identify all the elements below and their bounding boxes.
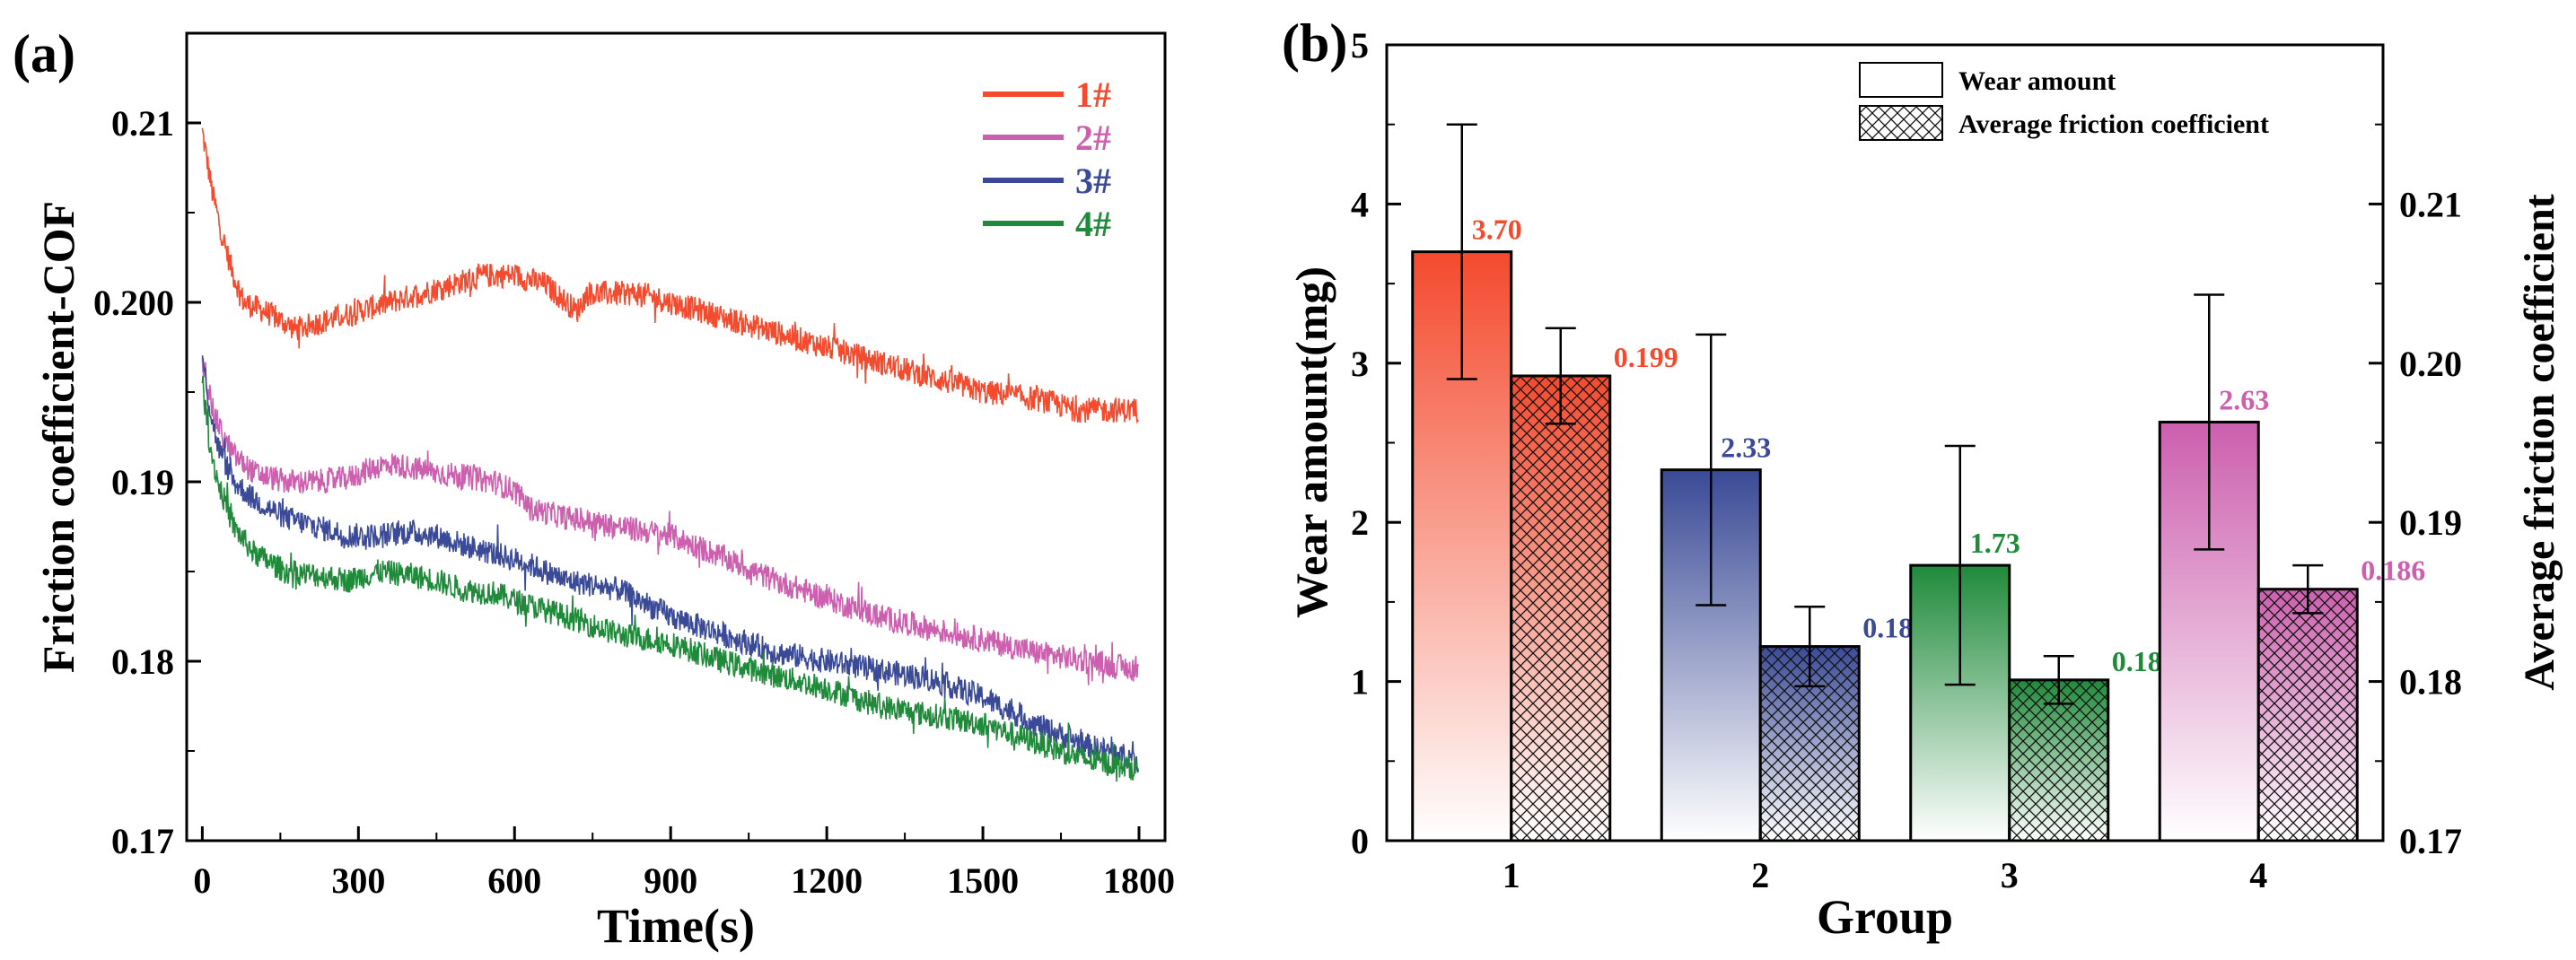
y-tick-label: 0.19 [111, 462, 174, 502]
legend-label-2: 2# [1075, 118, 1111, 158]
x-tick-label: 4 [2249, 855, 2267, 895]
x-tick-label: 3 [2001, 855, 2019, 895]
x-tick-label: 1 [1503, 855, 1520, 895]
data-label-friction-group-1: 0.199 [1614, 341, 1678, 373]
panel-b-left-y-axis-label: Wear amount(mg) [1286, 266, 1336, 618]
x-tick-label: 2 [1751, 855, 1769, 895]
panel-a-y-axis-label: Friction coefficient-COF [33, 201, 83, 673]
series-line-4 [201, 375, 1139, 782]
bar-friction-group-1 [1510, 374, 1612, 842]
error-bar-wear-group-1 [1446, 123, 1477, 380]
data-label-wear-group-4: 2.63 [2219, 383, 2269, 415]
panel-a-legend: 1#2#3#4# [983, 74, 1111, 244]
panel-a-series [201, 127, 1140, 782]
series-line-1 [201, 127, 1139, 424]
x-tick-label: 300 [331, 860, 385, 901]
error-bar-friction-group-1 [1545, 327, 1576, 425]
x-tick-label: 0 [193, 860, 211, 901]
left-y-tick-label: 0 [1351, 821, 1369, 861]
series-line-2 [201, 357, 1140, 685]
panel-b-x-axis-label: Group [1817, 890, 1953, 944]
legend-label-1: 1# [1075, 74, 1111, 115]
bar-friction-group-3 [2008, 678, 2110, 842]
error-bar-wear-group-3 [1944, 444, 1976, 686]
legend-swatch-average-friction [1859, 105, 1943, 141]
y-tick-label: 0.17 [111, 821, 174, 861]
panel-b-axes: 1 2 3 4 0 1 2 3 4 5 0.17 0.18 0.19 0.20 0.21 [1351, 25, 2462, 895]
legend-label-4: 4# [1075, 204, 1111, 244]
panel-a-line-chart: 0 300 600 900 1200 1500 1800 0.17 0.18 0.19 0.200 0… [33, 31, 1175, 953]
right-y-tick-label: 0.19 [2399, 502, 2462, 543]
data-label-wear-group-1: 3.70 [1472, 214, 1522, 246]
left-y-tick-label: 1 [1351, 662, 1369, 703]
data-label-wear-group-3: 1.73 [1970, 527, 2020, 559]
panel-label-b: (b) [1282, 13, 1347, 73]
error-bar-friction-group-2 [1794, 605, 1826, 688]
panel-label-a: (a) [13, 24, 75, 83]
error-bar-wear-group-2 [1695, 333, 1727, 607]
x-tick-label: 1800 [1103, 860, 1175, 901]
right-y-tick-label: 0.20 [2399, 344, 2462, 384]
legend-label-3: 3# [1075, 161, 1111, 201]
left-y-tick-label: 2 [1351, 502, 1369, 543]
error-bar-friction-group-3 [2043, 654, 2074, 705]
panel-b-legend: Wear amount Average friction coefficient [1859, 62, 2269, 141]
right-y-tick-label: 0.18 [2399, 662, 2462, 703]
error-bar-wear-group-4 [2194, 293, 2225, 551]
data-label-friction-group-4: 0.186 [2361, 554, 2425, 587]
x-tick-label: 1500 [947, 860, 1019, 901]
legend-swatch-wear-amount [1859, 62, 1943, 98]
y-tick-label: 0.21 [111, 103, 174, 144]
right-y-tick-label: 0.21 [2399, 184, 2462, 224]
panel-b-right-y-axis-label: Average friction coefficient [2516, 194, 2563, 691]
x-tick-label: 900 [644, 860, 697, 901]
x-tick-label: 600 [487, 860, 541, 901]
left-y-tick-label: 5 [1351, 25, 1369, 65]
y-tick-label: 0.18 [111, 641, 174, 682]
panel-a-plot-frame [185, 31, 1167, 842]
legend-label-wear-amount: Wear amount [1958, 66, 2116, 96]
panel-a-x-axis-label: Time(s) [597, 899, 755, 953]
y-tick-label: 0.200 [93, 283, 174, 323]
x-tick-label: 1200 [791, 860, 863, 901]
series-line-3 [201, 354, 1140, 773]
error-bar-friction-group-4 [2292, 563, 2324, 615]
panel-a-axes: 0 300 600 900 1200 1500 1800 0.17 0.18 0.19 0.200 0… [93, 103, 1175, 901]
left-y-tick-label: 4 [1351, 184, 1369, 224]
right-y-tick-label: 0.17 [2399, 821, 2462, 861]
legend-label-average-friction: Average friction coefficient [1958, 109, 2269, 139]
left-y-tick-label: 3 [1351, 344, 1369, 384]
bar-friction-group-4 [2256, 588, 2359, 842]
data-label-wear-group-2: 2.33 [1721, 432, 1771, 464]
